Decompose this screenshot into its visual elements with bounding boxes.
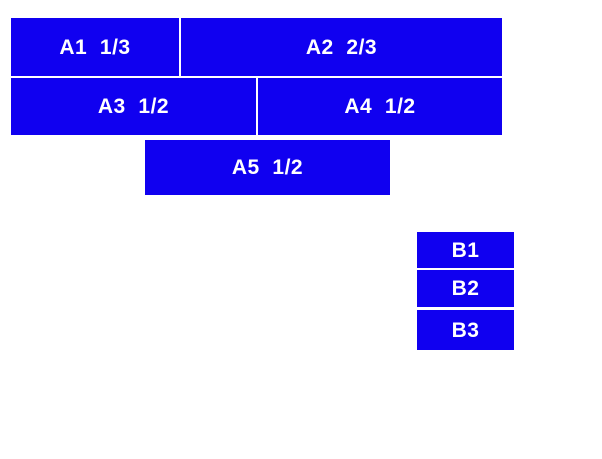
box-b3[interactable]: B3	[417, 310, 514, 350]
box-a5[interactable]: A5 1/2	[145, 140, 390, 195]
box-b2[interactable]: B2	[417, 270, 514, 307]
box-b1[interactable]: B1	[417, 232, 514, 268]
box-a3[interactable]: A3 1/2	[11, 78, 256, 135]
box-a4[interactable]: A4 1/2	[258, 78, 502, 135]
box-a1[interactable]: A1 1/3	[11, 18, 179, 76]
box-a2[interactable]: A2 2/3	[181, 18, 502, 76]
